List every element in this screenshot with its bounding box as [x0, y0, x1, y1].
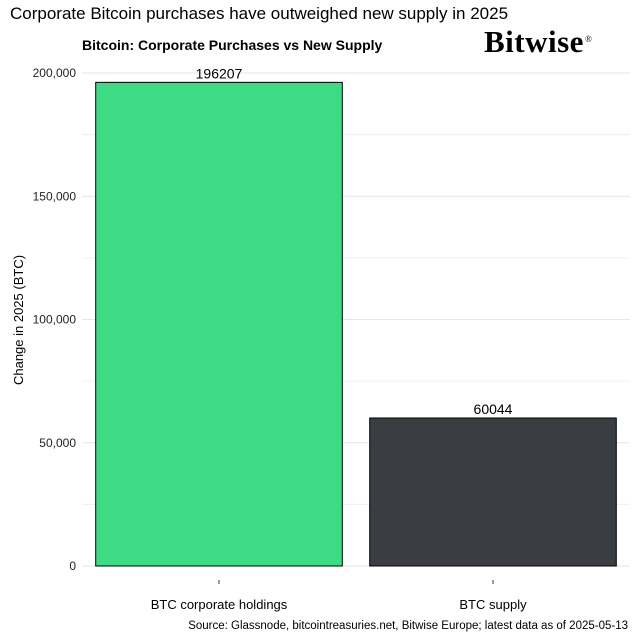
y-tick-label: 150,000 — [33, 189, 77, 203]
x-category-label: BTC corporate holdings — [151, 597, 288, 612]
bar-value-label: 196207 — [196, 65, 243, 81]
y-tick-label: 50,000 — [39, 436, 76, 450]
y-tick-label: 100,000 — [33, 313, 77, 327]
bitwise-logo: Bitwise® — [484, 24, 593, 60]
y-axis-label: Change in 2025 (BTC) — [11, 255, 26, 385]
chart-title: Bitcoin: Corporate Purchases vs New Supp… — [82, 37, 383, 53]
y-tick-label: 200,000 — [33, 66, 77, 80]
chart-headline: Corporate Bitcoin purchases have outweig… — [10, 4, 509, 23]
bar — [95, 81, 343, 567]
brand-name: Bitwise — [484, 24, 584, 59]
x-category-label: BTC supply — [459, 597, 527, 612]
x-axis: BTC corporate holdings BTC supply — [151, 580, 527, 612]
y-axis: 0 50,000 100,000 150,000 200,000 — [33, 66, 77, 573]
source-note: Source: Glassnode, bitcointreasuries.net… — [188, 620, 628, 632]
bar — [369, 417, 617, 567]
registered-mark: ® — [584, 34, 593, 44]
bar-value-label: 60044 — [474, 401, 513, 417]
y-tick-label: 0 — [69, 559, 76, 573]
bars: 196207 60044 — [95, 65, 617, 567]
